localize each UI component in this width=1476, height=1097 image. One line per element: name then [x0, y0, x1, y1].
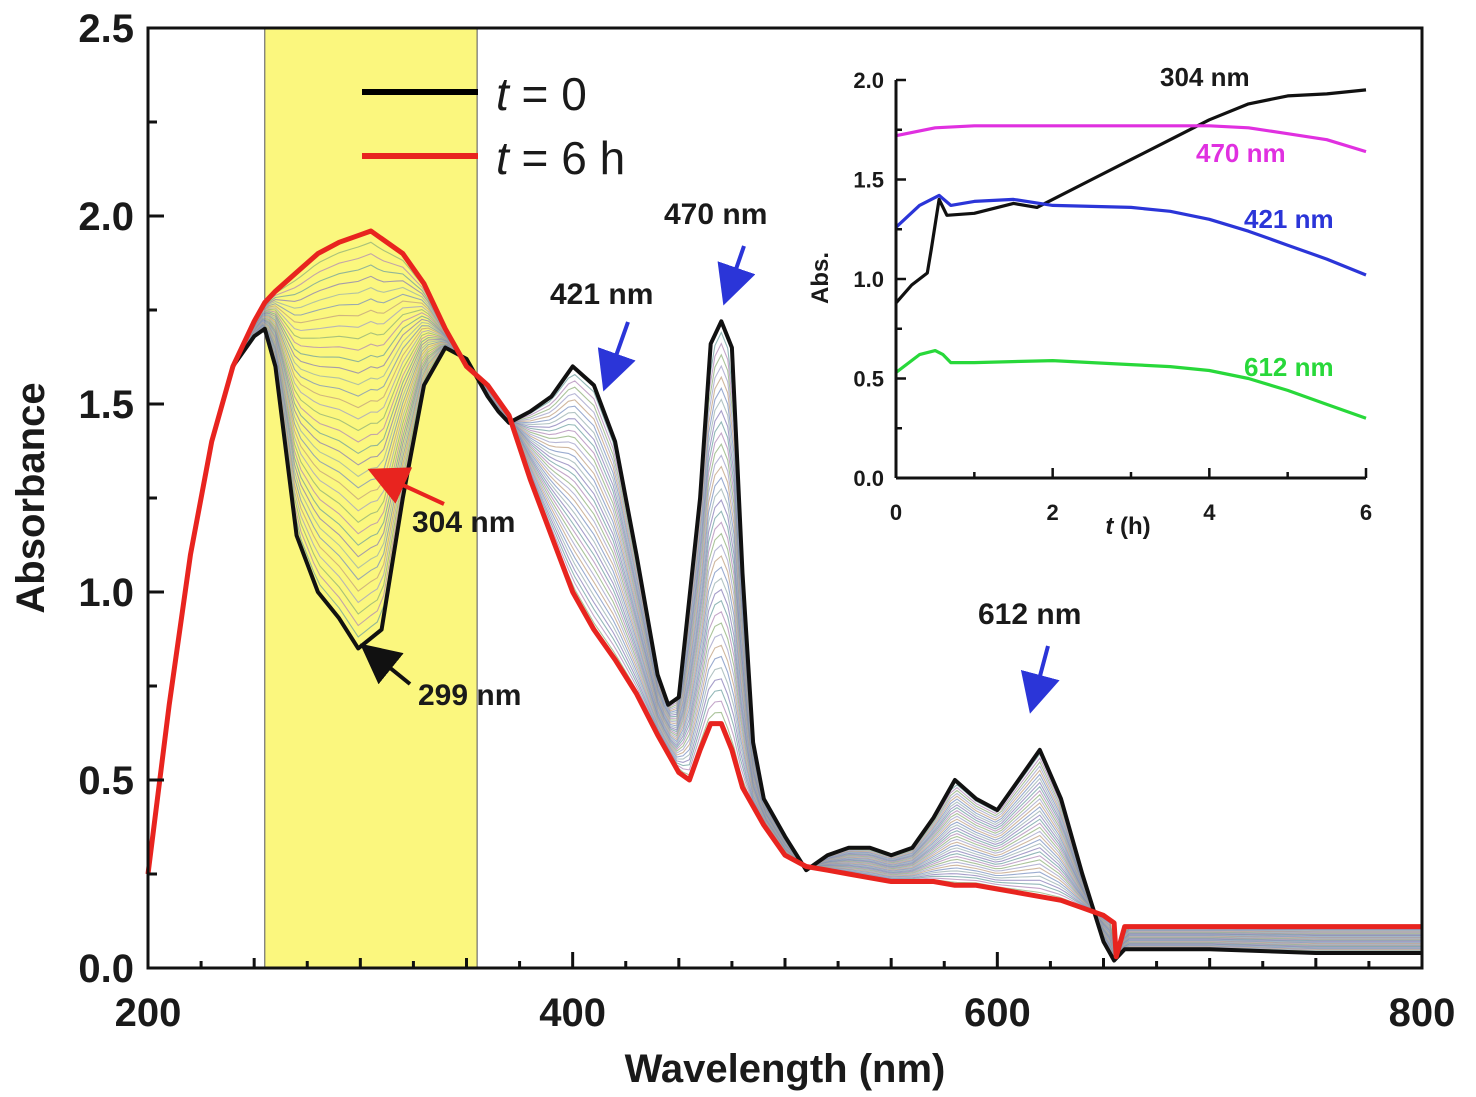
inset-x-tick-label: 0	[890, 500, 902, 525]
x-tick-label: 200	[115, 991, 182, 1035]
inset-label-421nm: 421 nm	[1244, 204, 1334, 234]
legend-label-t0-rest: = 0	[509, 68, 587, 120]
legend: t = 0 t = 6 h	[362, 68, 625, 184]
y-tick-label: 1.5	[78, 383, 134, 427]
arrow-304nm	[367, 467, 445, 506]
annotation-299nm: 299 nm	[418, 679, 521, 712]
peak-annotations: 304 nm 299 nm 421 nm 470 nm 612 nm	[359, 198, 1081, 714]
legend-label-t0-var: t	[496, 68, 511, 120]
y-tick-label: 2.0	[78, 195, 134, 239]
annotation-304nm: 304 nm	[412, 506, 515, 539]
legend-label-t6h: t = 6 h	[496, 132, 625, 184]
inset-x-axis-title-rest: (h)	[1113, 513, 1150, 540]
inset-label-612nm: 612 nm	[1244, 352, 1334, 382]
series-line-t6h	[145, 228, 1422, 960]
inset-series-group	[894, 88, 1367, 420]
inset-tick-labels: 0 2 4 6 0.0 0.5 1.0 1.5 2.0	[853, 68, 1372, 525]
y-tick-label: 1.0	[78, 571, 134, 615]
inset-label-304nm: 304 nm	[1160, 62, 1250, 92]
annotation-612nm: 612 nm	[978, 598, 1081, 631]
annotation-421nm: 421 nm	[550, 278, 653, 311]
annotation-470nm: 470 nm	[664, 198, 767, 231]
arrow-421nm	[597, 321, 636, 392]
x-axis-title: Wavelength (nm)	[625, 1047, 946, 1091]
legend-label-t0: t = 0	[496, 68, 587, 120]
inset-x-tick-label: 2	[1047, 500, 1059, 525]
y-tick-label: 0.5	[78, 759, 134, 803]
main-series-group	[145, 228, 1422, 963]
inset-chart: 0 2 4 6 0.0 0.5 1.0 1.5 2.0 Abs. t (h) 304 nm 47…	[807, 62, 1372, 540]
x-tick-label: 400	[539, 991, 606, 1035]
inset-x-axis-title-var: t	[1105, 513, 1114, 540]
inset-y-tick-label: 1.5	[853, 168, 884, 193]
inset-label-470nm: 470 nm	[1196, 138, 1286, 168]
legend-label-t6h-rest: = 6 h	[509, 132, 625, 184]
inset-y-tick-label: 0.5	[853, 367, 884, 392]
inset-line-304nm	[894, 88, 1367, 304]
y-tick-label: 0.0	[78, 947, 134, 991]
inset-y-tick-label: 1.0	[853, 267, 884, 292]
inset-y-axis-title: Abs.	[807, 252, 834, 304]
main-tick-labels: 200 400 600 800 0.0 0.5 1.0 1.5 2.0 2.5	[78, 7, 1455, 1035]
x-tick-label: 600	[964, 991, 1031, 1035]
y-tick-label: 2.5	[78, 7, 134, 51]
inset-x-tick-label: 4	[1203, 500, 1216, 525]
inset-line-470nm	[895, 124, 1367, 154]
inset-x-axis-title: t (h)	[1105, 513, 1150, 540]
inset-y-tick-label: 0.0	[853, 466, 884, 491]
inset-line-612nm	[895, 349, 1367, 420]
arrow-612nm	[1020, 645, 1060, 714]
inset-y-tick-label: 2.0	[853, 68, 884, 93]
inset-axes	[894, 78, 1368, 480]
main-ticks	[146, 26, 1424, 970]
arrow-470nm	[717, 245, 756, 306]
inset-line-421nm	[894, 193, 1367, 277]
arrow-299nm	[359, 643, 412, 686]
legend-label-t6h-var: t	[496, 132, 511, 184]
x-tick-label: 800	[1389, 991, 1456, 1035]
inset-x-tick-label: 6	[1360, 500, 1372, 525]
series-line-t0	[146, 319, 1422, 963]
y-axis-title: Absorbance	[9, 382, 53, 613]
